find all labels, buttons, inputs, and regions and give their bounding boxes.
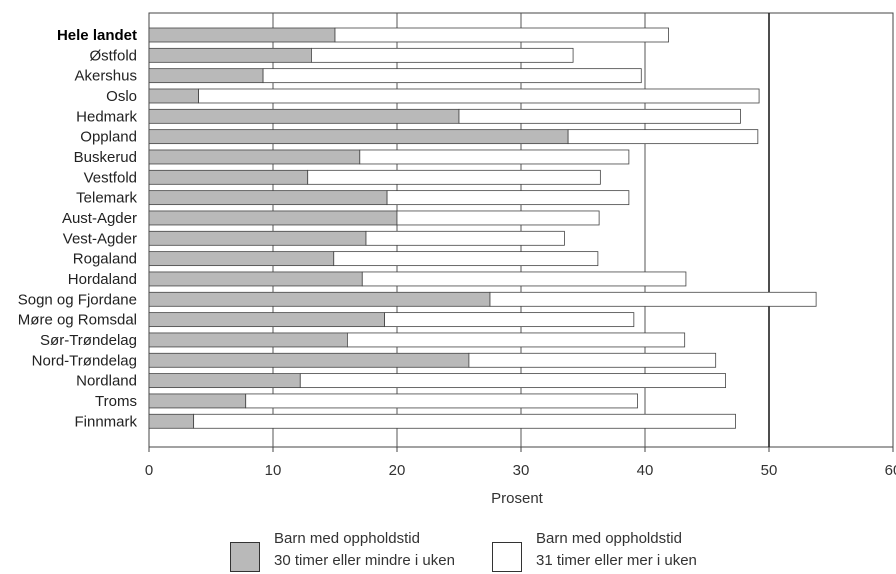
bar-segment-short-stay [148, 190, 388, 206]
category-label: Møre og Romsdal [18, 312, 137, 329]
bar-segment-short-stay [148, 149, 361, 165]
category-label: Oslo [106, 88, 137, 105]
x-tick-label: 0 [145, 462, 153, 479]
bar-segment-long-stay [198, 88, 760, 104]
bar-segment-long-stay [386, 190, 630, 206]
legend-line2: 30 timer eller mindre i uken [274, 552, 455, 569]
category-label: Telemark [76, 190, 137, 207]
bar-segment-long-stay [468, 352, 717, 368]
bar-segment-long-stay [262, 68, 642, 84]
bar-segment-long-stay [361, 271, 687, 287]
category-label: Hordaland [68, 271, 137, 288]
category-label: Vest-Agder [63, 230, 137, 247]
category-label: Finnmark [74, 413, 137, 430]
bar-segment-short-stay [148, 312, 386, 328]
bar-segment-short-stay [148, 332, 348, 348]
bar-segment-long-stay [334, 27, 669, 43]
x-tick-label: 50 [761, 462, 778, 479]
x-tick-label: 60 [885, 462, 896, 479]
bar-segment-short-stay [148, 352, 470, 368]
bar-segment-long-stay [384, 312, 635, 328]
bar-segment-short-stay [148, 413, 195, 429]
category-label: Oppland [80, 129, 137, 146]
bar-segment-long-stay [359, 149, 630, 165]
category-label: Troms [95, 393, 137, 410]
x-tick-label: 40 [637, 462, 654, 479]
bar-segment-short-stay [148, 108, 460, 124]
legend-text-long-stay: Barn med oppholdstid 31 timer eller mer … [536, 528, 697, 572]
bar-segment-long-stay [299, 373, 727, 389]
legend-swatch-short-stay [230, 542, 260, 572]
category-label: Sør-Trøndelag [40, 332, 137, 349]
bar-segment-short-stay [148, 291, 491, 307]
legend-text-short-stay: Barn med oppholdstid 30 timer eller mind… [274, 528, 455, 572]
bar-segment-short-stay [148, 230, 367, 246]
x-tick-label: 30 [513, 462, 530, 479]
bar-segment-short-stay [148, 47, 312, 63]
legend-item-long-stay: Barn med oppholdstid 31 timer eller mer … [492, 528, 697, 572]
bar-segment-short-stay [148, 88, 199, 104]
category-label: Nordland [76, 373, 137, 390]
bar-segment-long-stay [193, 413, 736, 429]
bar-segment-short-stay [148, 271, 363, 287]
x-tick-label: 10 [265, 462, 282, 479]
legend-swatch-long-stay [492, 542, 522, 572]
bar-segment-long-stay [567, 129, 759, 145]
legend-item-short-stay: Barn med oppholdstid 30 timer eller mind… [230, 528, 455, 572]
bar-segment-long-stay [489, 291, 817, 307]
bar-segment-short-stay [148, 373, 301, 389]
x-axis-label: Prosent [491, 490, 544, 507]
bar-segment-short-stay [148, 129, 569, 145]
category-label: Aust-Agder [62, 210, 137, 227]
category-label: Vestfold [84, 169, 137, 186]
category-labels: Hele landet Østfold Akershus Oslo Hedmark Opp… [18, 27, 138, 430]
category-label: Hedmark [76, 108, 137, 125]
bar-segment-short-stay [148, 210, 398, 226]
bar-segment-short-stay [148, 169, 309, 185]
category-label: Østfold [89, 47, 137, 64]
bars [148, 27, 817, 429]
category-label: Akershus [74, 68, 137, 85]
bar-segment-short-stay [148, 251, 335, 267]
bar-segment-short-stay [148, 27, 336, 43]
bar-segment-long-stay [311, 47, 574, 63]
bar-segment-long-stay [307, 169, 601, 185]
x-tick-labels: 0 10 20 30 40 50 60 [145, 447, 896, 479]
bar-segment-long-stay [396, 210, 600, 226]
category-label: Hele landet [57, 27, 137, 44]
category-label: Sogn og Fjordane [18, 291, 137, 308]
bar-segment-short-stay [148, 393, 247, 409]
category-label: Nord-Trøndelag [32, 352, 137, 369]
bar-segment-long-stay [458, 108, 741, 124]
legend-line2: 31 timer eller mer i uken [536, 552, 697, 569]
bar-segment-long-stay [365, 230, 565, 246]
bar-segment-short-stay [148, 68, 264, 84]
bar-segment-long-stay [346, 332, 686, 348]
bar-segment-long-stay [245, 393, 638, 409]
x-tick-label: 20 [389, 462, 406, 479]
bar-segment-long-stay [333, 251, 599, 267]
category-label: Buskerud [74, 149, 137, 166]
legend-line1: Barn med oppholdstid [274, 530, 420, 547]
category-label: Rogaland [73, 251, 137, 268]
legend-line1: Barn med oppholdstid [536, 530, 682, 547]
